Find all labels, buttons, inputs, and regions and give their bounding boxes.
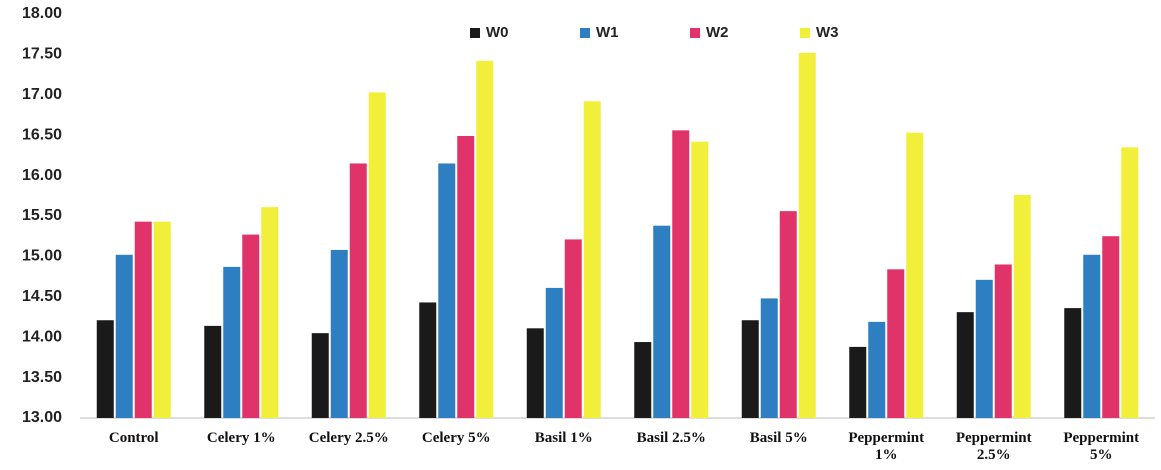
bar [868, 321, 886, 418]
bar [760, 298, 778, 418]
bar [457, 136, 475, 418]
bar [115, 254, 133, 418]
y-tick-label: 13.50 [22, 369, 62, 386]
y-tick-label: 14.00 [22, 328, 62, 345]
x-tick-label: Peppermint 1% [848, 430, 925, 463]
x-tick-label: Celery 1% [206, 430, 276, 446]
bar [330, 249, 348, 418]
legend-swatch [580, 28, 590, 38]
bar [1121, 147, 1139, 418]
bar [887, 269, 905, 418]
bar [1083, 254, 1101, 418]
bar [368, 92, 386, 418]
bar [204, 325, 222, 418]
bar [798, 52, 816, 419]
bar [956, 312, 974, 418]
y-tick-label: 13.00 [22, 409, 62, 426]
bar [134, 221, 152, 418]
x-tick-label: Peppermint 2.5% [955, 430, 1032, 463]
bar [1064, 308, 1082, 418]
legend-swatch [690, 28, 700, 38]
y-tick-label: 16.50 [22, 126, 62, 143]
y-tick-label: 17.00 [22, 86, 62, 103]
bar [741, 320, 759, 418]
x-tick-label: Peppermint 5% [1063, 430, 1140, 463]
legend-label: W1 [596, 24, 619, 41]
bar [153, 221, 171, 418]
bar [634, 342, 652, 418]
bar [349, 163, 367, 418]
bar [96, 320, 114, 418]
bar [849, 346, 867, 418]
bar [261, 207, 279, 418]
y-tick-label: 14.50 [22, 288, 62, 305]
bar [476, 60, 494, 418]
bar [438, 163, 456, 418]
legend-label: W0 [486, 24, 509, 41]
bar [975, 279, 993, 418]
bar [223, 266, 241, 418]
bar [779, 211, 797, 418]
bar [564, 239, 582, 418]
bar [691, 141, 709, 418]
y-tick-label: 16.00 [22, 167, 62, 184]
y-tick-label: 17.50 [22, 46, 62, 63]
x-tick-label: Basil 5% [749, 430, 808, 446]
y-tick-label: 15.50 [22, 207, 62, 224]
bar [583, 101, 601, 418]
bar [653, 225, 671, 418]
bar [994, 264, 1012, 418]
x-tick-label: Control [108, 430, 159, 446]
x-tick-label: Celery 2.5% [308, 430, 389, 446]
x-tick-label: Basil 2.5% [636, 430, 706, 446]
x-tick-label: Basil 1% [534, 430, 593, 446]
bar [1013, 194, 1031, 418]
bar [672, 130, 690, 419]
bar [906, 132, 924, 418]
legend-swatch [470, 28, 480, 38]
x-tick-label: Celery 5% [421, 430, 491, 446]
bar [242, 234, 260, 418]
bar [1102, 236, 1120, 418]
bar [311, 333, 329, 418]
bar [419, 302, 437, 418]
bar [545, 287, 563, 418]
bar [526, 328, 544, 418]
legend-label: W3 [816, 24, 839, 41]
y-tick-label: 18.00 [22, 5, 62, 22]
y-tick-label: 15.00 [22, 248, 62, 265]
legend-label: W2 [706, 24, 729, 41]
legend-swatch [800, 28, 810, 38]
